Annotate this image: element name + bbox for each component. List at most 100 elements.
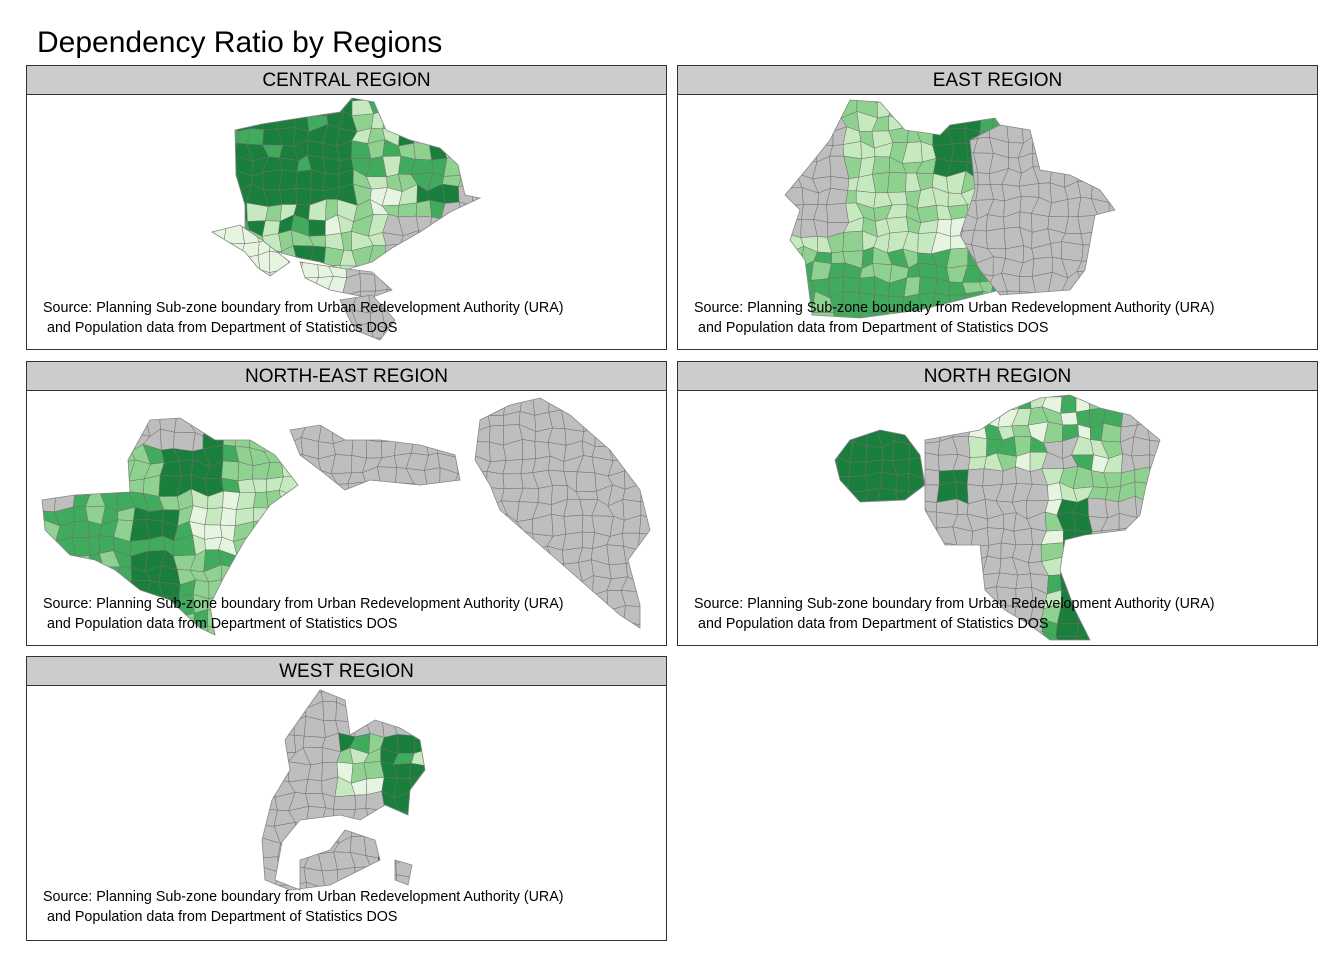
map-subzone (415, 275, 430, 295)
map-subzone (221, 460, 240, 482)
map-subzone (304, 690, 323, 693)
map-subzone (300, 277, 319, 296)
map-subzone (56, 428, 77, 452)
map-subzone (1075, 395, 1094, 397)
map-subzone (456, 98, 475, 101)
map-subzone (1151, 573, 1160, 590)
map-subzone (428, 123, 443, 144)
map-subzone (1108, 125, 1115, 129)
map-subzone (381, 99, 405, 115)
map-subzone (305, 826, 324, 841)
map-subzone (1132, 395, 1153, 410)
map-subzone (333, 502, 353, 518)
map-subzone (594, 427, 609, 447)
map-subzone (312, 475, 331, 492)
map-subzone (906, 408, 924, 427)
map-subzone (411, 860, 412, 878)
map-subzone (1162, 497, 1182, 518)
map-subzone (473, 229, 480, 252)
map-subzone (423, 851, 425, 874)
map-subzone (982, 468, 1004, 487)
map-subzone (264, 279, 282, 295)
map-subzone (1094, 256, 1113, 276)
map-subzone (561, 409, 585, 432)
map-subzone (876, 503, 896, 521)
map-subzone (925, 556, 929, 579)
map-subzone (597, 398, 612, 412)
map-subzone (42, 445, 60, 464)
map-subzone (409, 775, 425, 798)
map-subzone (1050, 241, 1062, 260)
map-subzone (490, 513, 508, 537)
map-subzone (1080, 125, 1096, 127)
map-subzone (933, 100, 953, 103)
map-subzone (412, 110, 431, 127)
map-subzone (262, 690, 265, 693)
map-subzone (996, 395, 1017, 398)
map-subzone (397, 202, 418, 218)
map-subzone (71, 520, 90, 538)
map-subzone (888, 100, 908, 103)
map-subzone (299, 403, 311, 417)
map-subzone (948, 100, 968, 118)
map-subzone (306, 98, 328, 117)
map-subzone (849, 461, 867, 478)
map-subzone (1148, 466, 1160, 485)
map-subzone (436, 501, 456, 517)
map-subzone (937, 395, 957, 414)
map-subzone (377, 499, 397, 512)
map-subzone (488, 189, 508, 206)
map-subzone (1055, 636, 1077, 640)
map-subzone (279, 169, 298, 191)
map-subzone (445, 230, 462, 247)
map-subzone (888, 100, 908, 120)
map-subzone (439, 484, 457, 490)
map-subzone (642, 606, 650, 627)
map-subzone (987, 395, 1002, 412)
map-subzone (362, 481, 382, 490)
map-subzone (476, 157, 480, 176)
map-subzone (442, 183, 460, 204)
map-subzone (1063, 112, 1081, 123)
map-subzone (609, 398, 624, 411)
map-subzone (1133, 561, 1153, 574)
map-subzone (1031, 152, 1053, 168)
map-subzone (840, 309, 862, 318)
map-subzone (623, 458, 643, 472)
map-subzone (925, 556, 940, 579)
map-subzone (983, 637, 1004, 640)
map-subzone (42, 612, 45, 633)
map-subzone (272, 690, 292, 694)
map-subzone (642, 619, 650, 628)
map-subzone (292, 98, 310, 100)
map-subzone (411, 690, 425, 709)
map-subzone (224, 266, 245, 276)
map-subzone (1122, 168, 1141, 187)
map-subzone (575, 620, 597, 628)
map-subzone (251, 641, 270, 645)
map-subzone (564, 603, 584, 623)
panel-central-region: CENTRAL REGION Source: Planning Sub-zone… (26, 65, 667, 350)
map-subzone (42, 476, 44, 492)
map-subzone (320, 690, 338, 703)
map-subzone (951, 142, 969, 163)
map-subzone (516, 543, 536, 567)
map-subzone (967, 410, 988, 426)
map-subzone (218, 418, 240, 421)
map-subzone (457, 154, 477, 176)
panel-east-region: EAST REGION Source: Planning Sub-zone bo… (677, 65, 1318, 350)
map-subzone (900, 101, 920, 120)
map-subzone (785, 279, 786, 299)
map-subzone (835, 489, 838, 502)
map-subzone (42, 428, 60, 453)
map-subzone (262, 717, 265, 739)
map-subzone (813, 95, 832, 96)
map-subzone (486, 260, 504, 281)
map-subzone (350, 823, 371, 837)
map-subzone (797, 125, 816, 148)
west-region-map (261, 689, 426, 891)
map-subzone (290, 425, 308, 426)
map-subzone (127, 478, 145, 494)
map-subzone (1097, 211, 1110, 234)
map-subzone (1092, 166, 1113, 185)
